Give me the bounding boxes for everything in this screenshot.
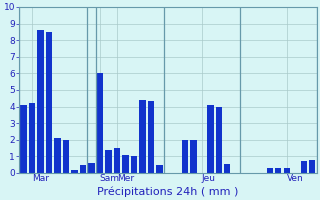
Bar [190,140,196,173]
Bar [114,148,120,173]
X-axis label: Précipitations 24h ( mm ): Précipitations 24h ( mm ) [97,186,238,197]
Bar [131,156,137,173]
Bar [63,140,69,173]
Bar [216,107,222,173]
Bar [20,105,27,173]
Bar [139,100,146,173]
Bar [71,170,77,173]
Bar [37,30,44,173]
Bar [224,164,230,173]
Bar [156,165,163,173]
Bar [284,168,290,173]
Bar [300,161,307,173]
Bar [275,168,282,173]
Bar [54,138,60,173]
Bar [88,163,94,173]
Bar [97,73,103,173]
Bar [80,165,86,173]
Bar [46,32,52,173]
Bar [207,105,213,173]
Bar [105,150,112,173]
Bar [122,155,129,173]
Bar [148,101,154,173]
Bar [267,168,273,173]
Bar [309,160,316,173]
Bar [182,140,188,173]
Bar [29,103,35,173]
